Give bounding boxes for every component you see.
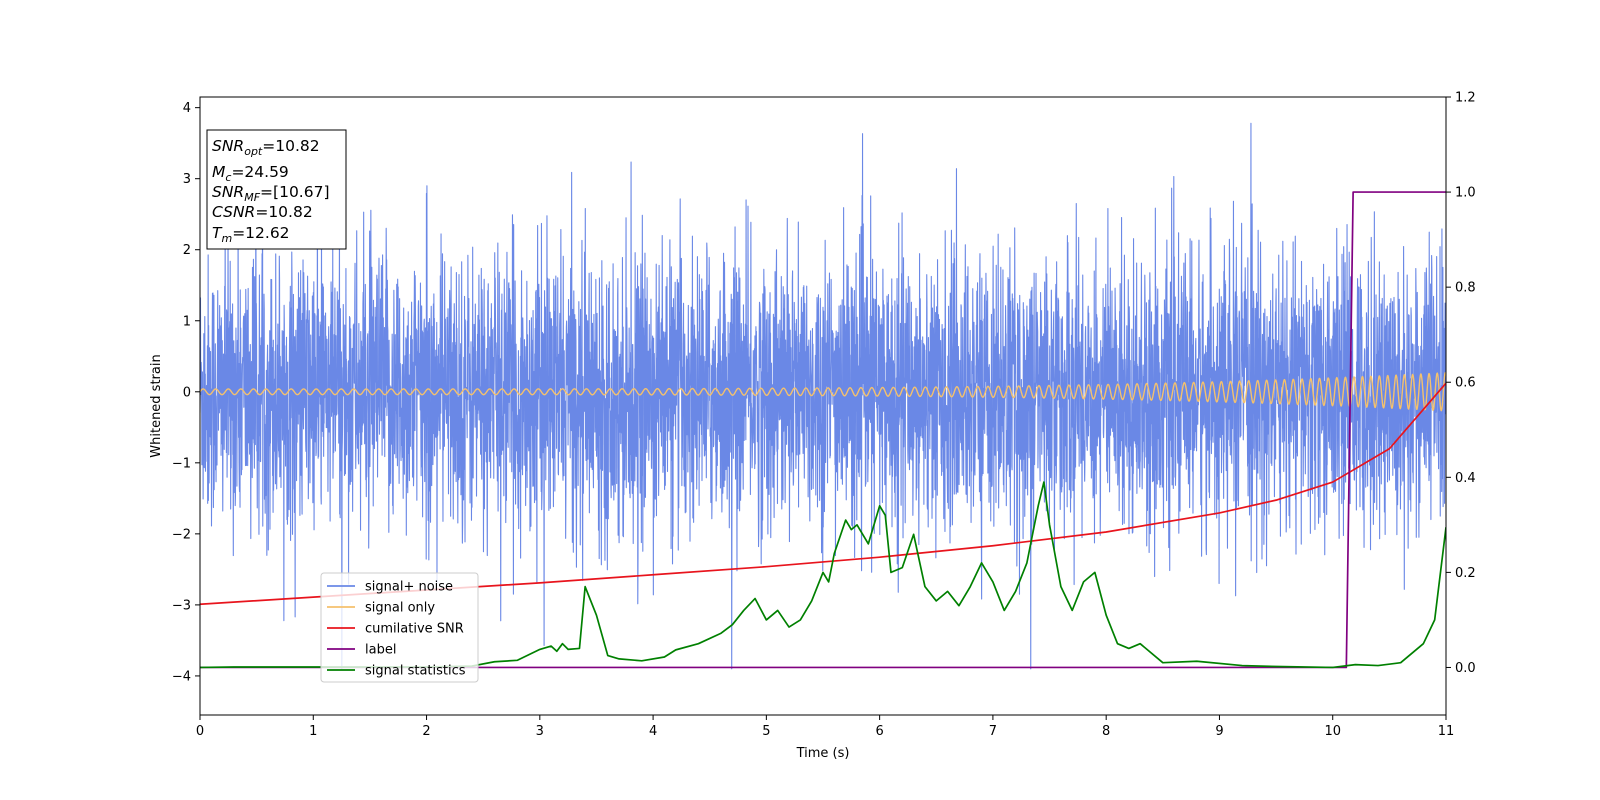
legend-label: cumilative SNR [365,622,464,637]
x-tick-label: 10 [1324,724,1341,739]
legend-frame [320,572,479,683]
x-tick-label: 1 [309,724,317,739]
y-tick-label: 1 [183,314,191,329]
stats-line: CSNR=10.82 [212,203,313,221]
series-label [200,191,1446,669]
series-signal-only [200,372,1446,412]
series-signal-statistics [200,481,1446,669]
y-axis-label: Whitened strain [149,354,164,457]
y2-tick-label: 0.4 [1455,471,1476,486]
y-tick-label: −4 [172,669,191,684]
stats-line: Mc=24.59 [212,163,289,184]
x-tick-label: 11 [1438,724,1455,739]
x-tick-label: 7 [989,724,997,739]
y-tick-label: −3 [172,598,191,613]
y2-tick-label: 0.0 [1455,661,1476,676]
x-tick-label: 2 [422,724,430,739]
legend-label: label [365,643,396,658]
y2-tick-label: 1.0 [1455,186,1476,201]
x-tick-label: 5 [762,724,770,739]
y2-tick-label: 1.2 [1455,91,1476,106]
plot-frame [199,96,1447,716]
x-tick-label: 8 [1102,724,1110,739]
legend-label: signal statistics [365,664,466,679]
y-tick-label: −2 [172,527,191,542]
series-signal-noise [200,122,1446,670]
y2-tick-label: 0.2 [1455,566,1476,581]
stats-line: SNRMF=[10.67] [212,183,330,204]
legend-label: signal+ noise [365,580,453,595]
y-tick-label: −1 [172,456,191,471]
y-tick-label: 4 [183,101,191,116]
y-tick-label: 3 [183,172,191,187]
y2-tick-label: 0.6 [1455,376,1476,391]
x-tick-label: 6 [875,724,883,739]
stats-line: Tm=12.62 [212,224,290,245]
legend: signal+ noise signal only cumilative SNR la… [320,572,479,683]
x-tick-label: 3 [536,724,544,739]
stats-box-frame [206,129,347,250]
y-tick-label: 0 [183,385,191,400]
stats-line: SNRopt=10.82 [212,137,320,158]
y-tick-label: 2 [183,243,191,258]
x-tick-label: 0 [196,724,204,739]
x-tick-label: 9 [1215,724,1223,739]
legend-label: signal only [365,601,435,616]
stats-box: SNRopt=10.82 Mc=24.59SNRMF=[10.67]CSNR=10… [206,129,347,250]
y2-tick-label: 0.8 [1455,281,1476,296]
x-tick-label: 4 [649,724,657,739]
x-axis-label: Time (s) [796,746,850,761]
